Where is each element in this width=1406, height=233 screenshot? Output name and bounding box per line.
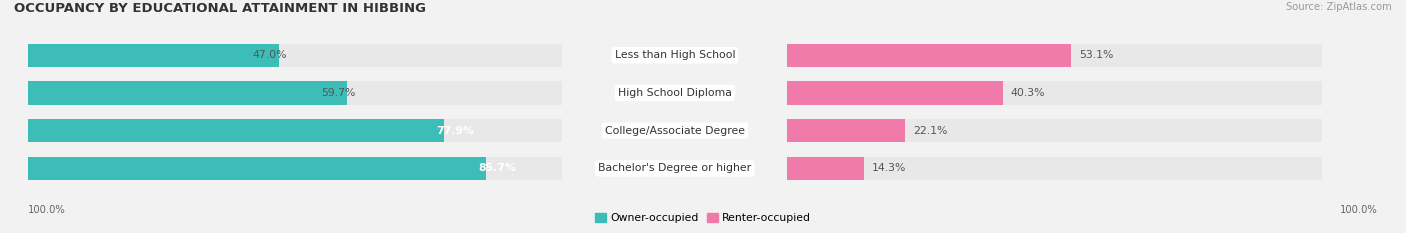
Bar (787, 44, 1322, 67)
Text: 85.7%: 85.7% (478, 163, 516, 173)
Bar (787, 81, 1322, 105)
Text: OCCUPANCY BY EDUCATIONAL ATTAINMENT IN HIBBING: OCCUPANCY BY EDUCATIONAL ATTAINMENT IN H… (14, 2, 426, 15)
Text: Less than High School: Less than High School (614, 50, 735, 60)
Bar (28, 157, 562, 180)
Bar (28, 81, 347, 105)
Text: Source: ZipAtlas.com: Source: ZipAtlas.com (1286, 2, 1392, 12)
Bar (787, 81, 1002, 105)
Bar (787, 157, 863, 180)
Text: Bachelor's Degree or higher: Bachelor's Degree or higher (599, 163, 751, 173)
Bar (28, 119, 444, 142)
Text: 53.1%: 53.1% (1078, 50, 1114, 60)
Text: 47.0%: 47.0% (253, 50, 287, 60)
Text: 59.7%: 59.7% (321, 88, 356, 98)
Legend: Owner-occupied, Renter-occupied: Owner-occupied, Renter-occupied (591, 209, 815, 228)
Text: High School Diploma: High School Diploma (619, 88, 731, 98)
Text: 100.0%: 100.0% (28, 205, 66, 215)
Bar (28, 81, 562, 105)
Text: 100.0%: 100.0% (1340, 205, 1378, 215)
Bar (787, 44, 1071, 67)
Bar (787, 119, 905, 142)
Text: 14.3%: 14.3% (872, 163, 905, 173)
Bar (787, 119, 1322, 142)
Bar (28, 119, 562, 142)
Bar (28, 157, 486, 180)
Bar (28, 44, 562, 67)
Text: College/Associate Degree: College/Associate Degree (605, 126, 745, 136)
Bar (787, 157, 1322, 180)
Bar (28, 44, 280, 67)
Text: 40.3%: 40.3% (1011, 88, 1045, 98)
Text: 77.9%: 77.9% (436, 126, 474, 136)
Text: 22.1%: 22.1% (914, 126, 948, 136)
